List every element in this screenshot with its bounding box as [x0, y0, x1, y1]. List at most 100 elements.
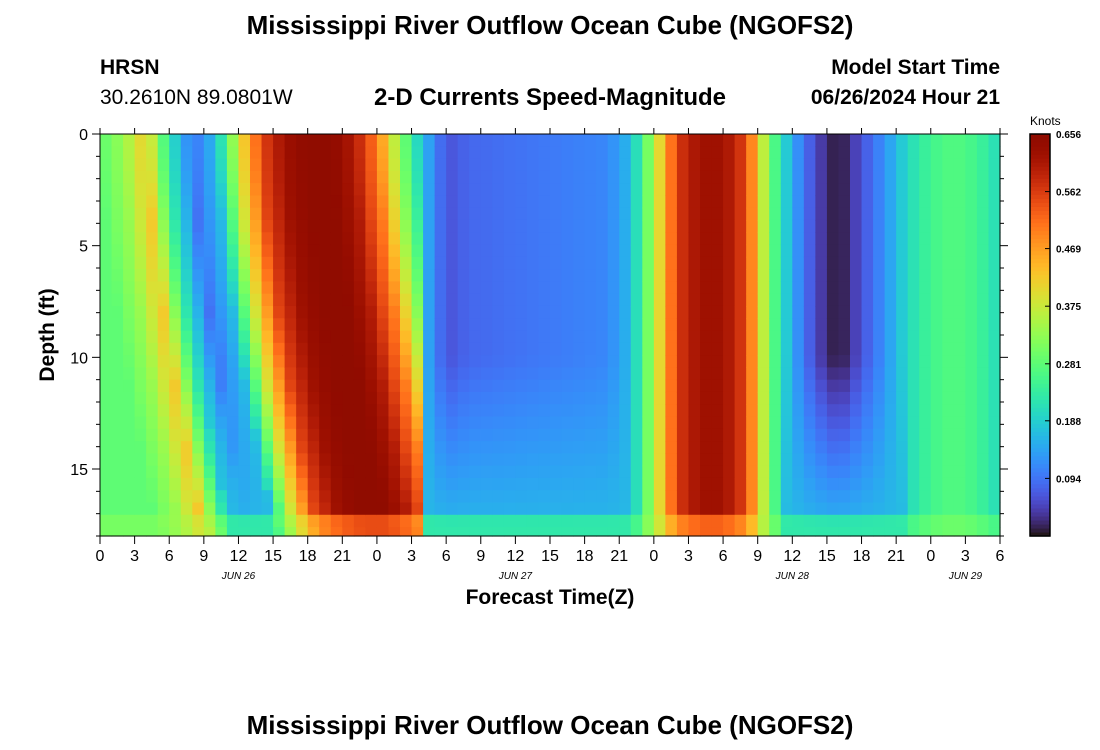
heatmap-cell [642, 256, 655, 270]
heatmap-cell [734, 490, 747, 504]
heatmap-cell [780, 416, 793, 430]
heatmap-cell [273, 527, 286, 537]
heatmap-cell [653, 293, 666, 307]
heatmap-cell [815, 367, 828, 381]
heatmap-cell [319, 269, 332, 282]
heatmap-cell [123, 305, 136, 319]
heatmap-cell [873, 391, 886, 405]
heatmap-cell [769, 490, 782, 504]
heatmap-cell [596, 318, 609, 332]
heatmap-cell [215, 269, 228, 282]
heatmap-cell [261, 281, 274, 295]
heatmap-cell [353, 207, 366, 221]
heatmap-cell [838, 256, 851, 270]
heatmap-cell [907, 502, 920, 516]
heatmap-cell [169, 441, 182, 454]
heatmap-cell [376, 404, 390, 418]
heatmap-cell [861, 379, 874, 393]
heatmap-cell [296, 170, 309, 184]
heatmap-cell [642, 183, 655, 197]
heatmap-cell [642, 514, 655, 528]
heatmap-cell [376, 244, 390, 258]
heatmap-cell [619, 355, 632, 368]
heatmap-cell [423, 465, 436, 479]
heatmap-cell [930, 416, 943, 430]
heatmap-cell [446, 281, 459, 295]
heatmap-cell [688, 195, 701, 209]
heatmap-cell [238, 527, 251, 537]
heatmap-cell [123, 453, 136, 467]
heatmap-cell [400, 490, 413, 504]
heatmap-cell [342, 244, 355, 258]
heatmap-cell [573, 379, 586, 393]
heatmap-cell [446, 367, 459, 381]
heatmap-cell [953, 146, 966, 160]
heatmap-cell [711, 490, 724, 504]
heatmap-cell [469, 502, 482, 516]
heatmap-cell [526, 170, 540, 184]
heatmap-cell [607, 379, 620, 393]
heatmap-cell [203, 158, 216, 172]
heatmap-cell [411, 342, 424, 356]
heatmap-cell [388, 207, 401, 221]
heatmap-cell [457, 428, 470, 442]
heatmap-cell [746, 305, 759, 319]
heatmap-cell [630, 465, 643, 479]
colorbar-swatch [1030, 383, 1050, 388]
heatmap-cell [457, 146, 470, 160]
y-tick-label: 0 [79, 127, 88, 144]
heatmap-cell [296, 269, 309, 282]
heatmap-cell [284, 219, 297, 233]
heatmap-cell [526, 490, 540, 504]
heatmap-cell [296, 379, 309, 393]
heatmap-cell [515, 441, 528, 454]
heatmap-cell [192, 232, 205, 246]
heatmap-cell [780, 453, 793, 467]
heatmap-cell [676, 232, 690, 246]
heatmap-cell [653, 134, 666, 147]
heatmap-cell [988, 170, 1001, 184]
heatmap-cell [342, 232, 355, 246]
heatmap-cell [111, 514, 124, 528]
heatmap-cell [296, 134, 309, 147]
heatmap-cell [630, 269, 643, 282]
heatmap-cell [676, 269, 690, 282]
heatmap-cell [653, 441, 666, 454]
colorbar-swatch [1030, 439, 1050, 445]
heatmap-cell [653, 342, 666, 356]
heatmap-cell [376, 281, 390, 295]
heatmap-cell [907, 318, 920, 332]
heatmap-cell [896, 305, 909, 319]
heatmap-cell [665, 281, 678, 295]
heatmap-cell [111, 183, 124, 197]
heatmap-cell [411, 453, 424, 467]
heatmap-cell [976, 441, 990, 454]
heatmap-cell [134, 477, 147, 491]
heatmap-cell [515, 146, 528, 160]
heatmap-cell [123, 502, 136, 516]
heatmap-cell [400, 305, 413, 319]
heatmap-cell [780, 183, 793, 197]
heatmap-cell [815, 207, 828, 221]
heatmap-cell [561, 490, 574, 504]
heatmap-cell [965, 170, 978, 184]
heatmap-cell [400, 256, 413, 270]
heatmap-cell [296, 391, 309, 405]
heatmap-cell [538, 355, 551, 368]
heatmap-cell [492, 404, 505, 418]
heatmap-cell [134, 490, 147, 504]
heatmap-cell [838, 404, 851, 418]
heatmap-cell [942, 281, 955, 295]
heatmap-cell [723, 183, 736, 197]
heatmap-cell [123, 330, 136, 344]
heatmap-cell [919, 158, 932, 172]
heatmap-cell [815, 158, 828, 172]
heatmap-cell [780, 195, 793, 209]
heatmap-cell [192, 490, 205, 504]
heatmap-cell [584, 318, 597, 332]
heatmap-cell [757, 441, 770, 454]
heatmap-cell [284, 269, 297, 282]
heatmap-cell [238, 305, 251, 319]
heatmap-cell [688, 256, 701, 270]
